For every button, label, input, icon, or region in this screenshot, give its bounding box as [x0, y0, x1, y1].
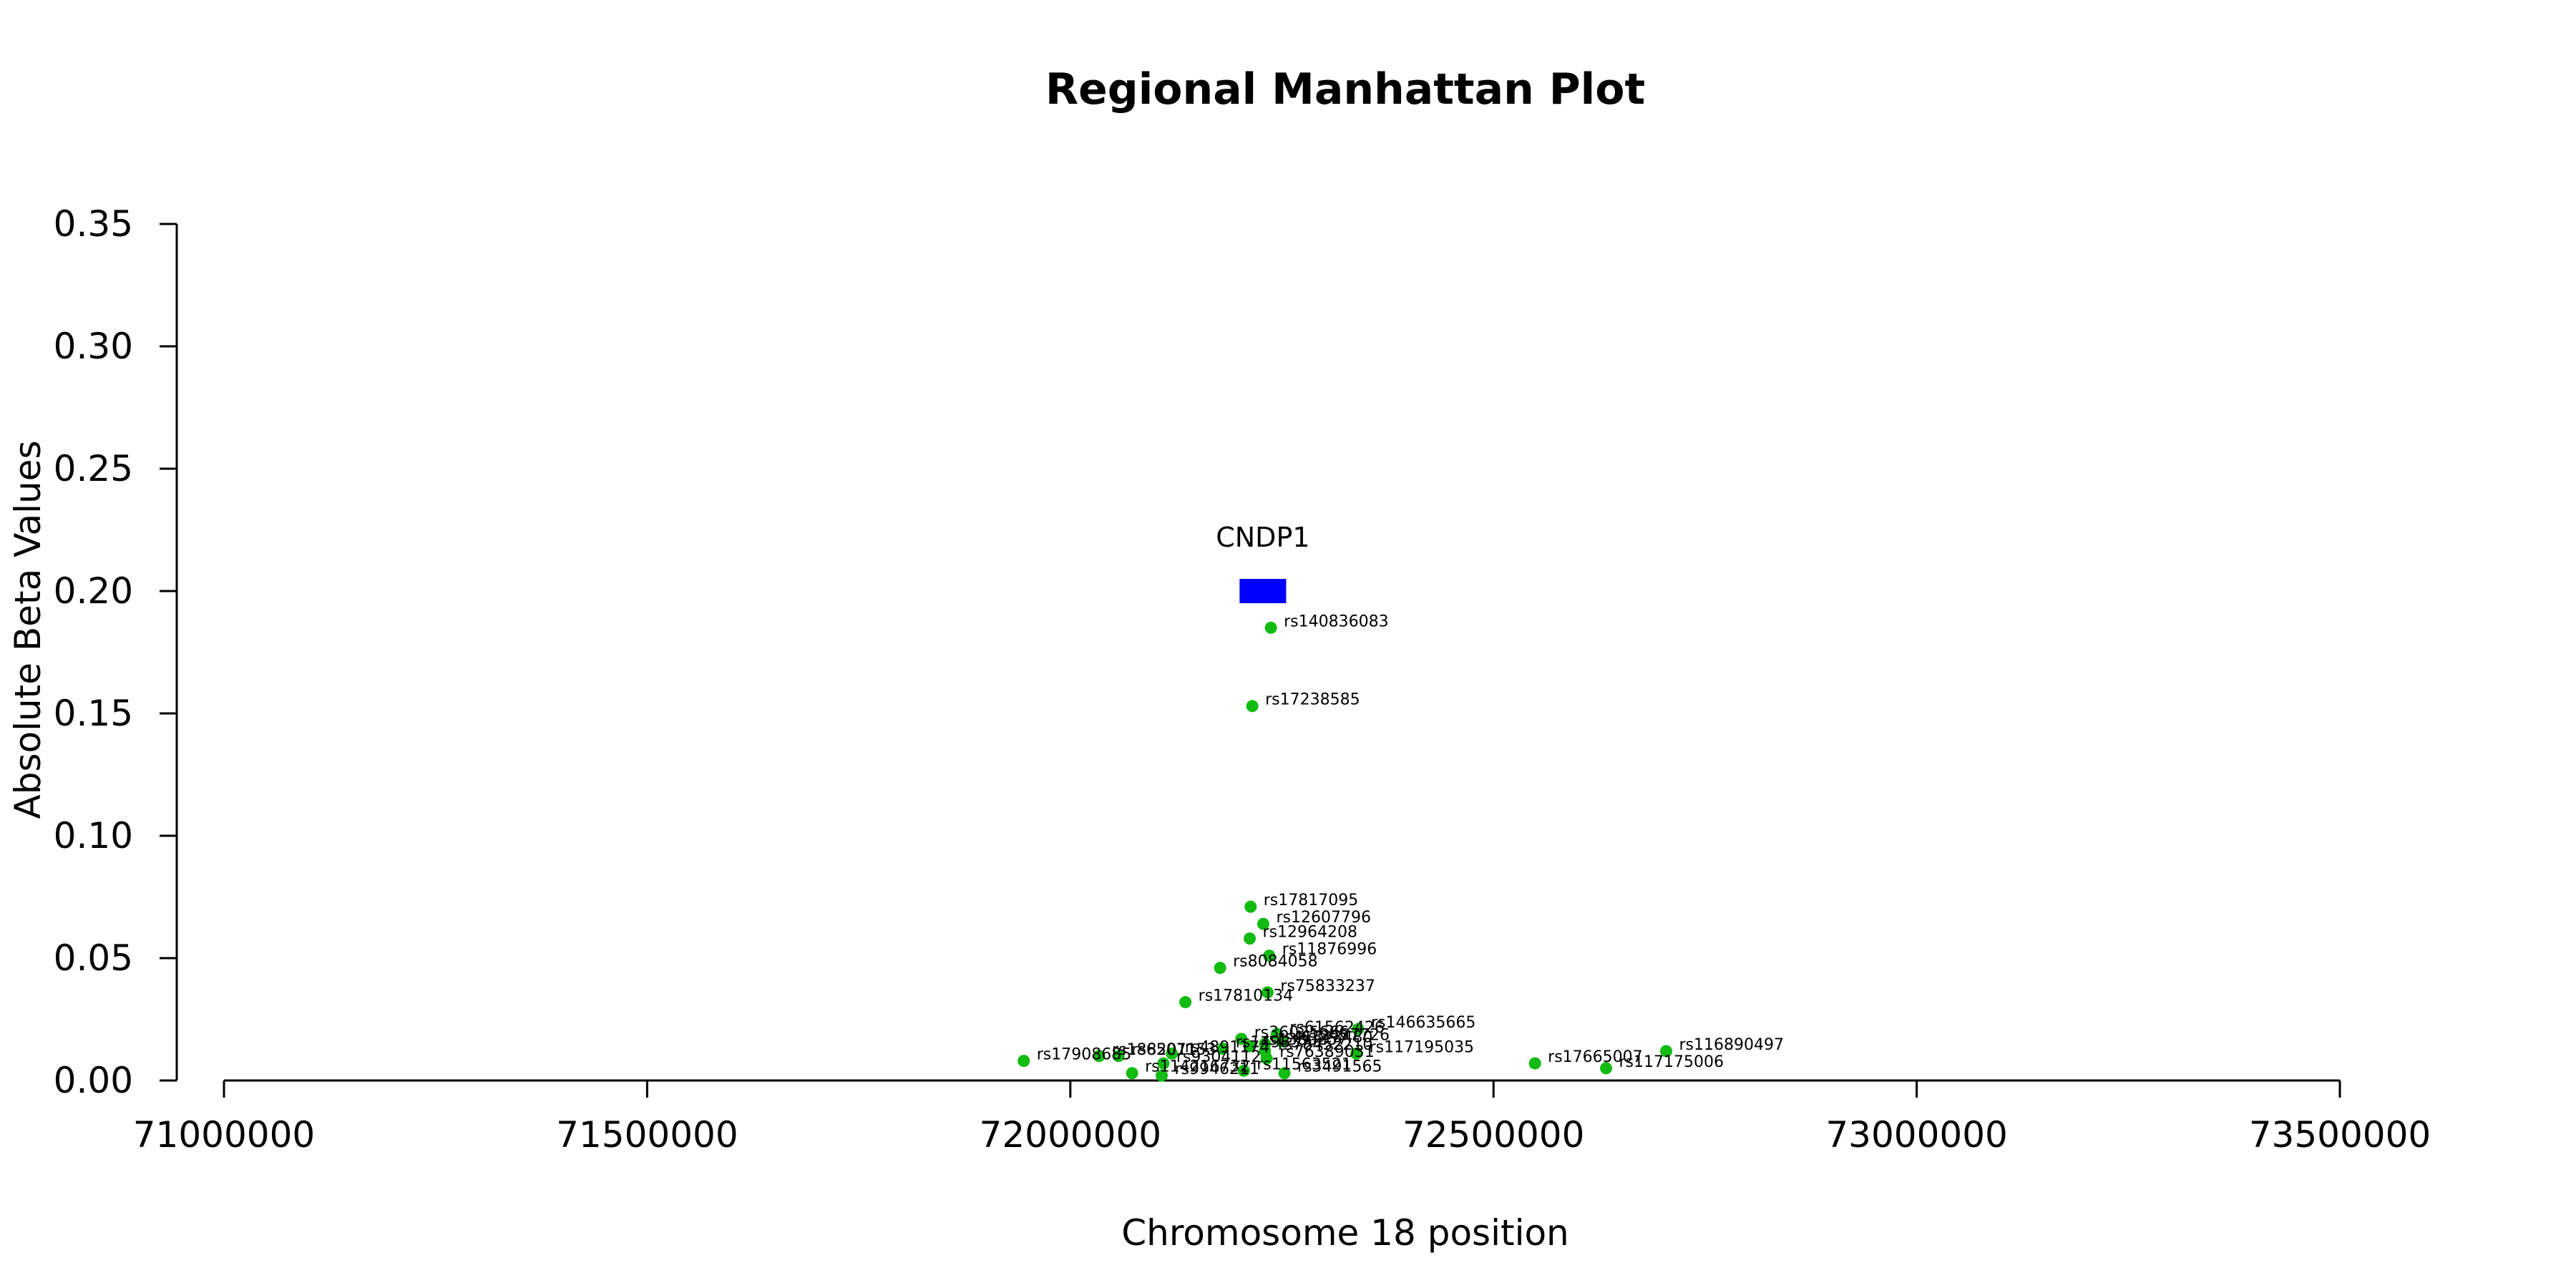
snp-point — [1263, 950, 1276, 962]
snp-point — [1216, 1043, 1229, 1055]
snp-label: rs114216732 — [1145, 1058, 1249, 1076]
snp-label: rs1882011 — [1112, 1041, 1197, 1059]
snp-point — [1093, 1050, 1106, 1063]
snp-point — [1528, 1057, 1541, 1070]
snp-point — [1179, 996, 1192, 1009]
gene-track: CNDP1 — [1216, 522, 1310, 603]
snp-point — [1352, 1023, 1365, 1035]
gene-label: CNDP1 — [1216, 522, 1309, 553]
snp-label: rs36025666 — [1254, 1024, 1349, 1042]
y-tick-label: 0.20 — [54, 570, 133, 612]
snp-point — [1214, 962, 1226, 975]
snp-label: rs76389031 — [1279, 1043, 1374, 1061]
snp-label: rs8084058 — [1233, 953, 1318, 971]
snp-point — [1112, 1050, 1125, 1063]
snp-label: rs3491565 — [1297, 1058, 1382, 1076]
snp-label: rs117195035 — [1370, 1038, 1474, 1056]
snp-label: rs75833237 — [1280, 977, 1375, 995]
x-tick-label: 71500000 — [556, 1114, 738, 1156]
snp-point — [1278, 1067, 1291, 1080]
y-tick-label: 0.00 — [54, 1060, 133, 1101]
snp-label: rs117175006 — [1619, 1053, 1724, 1071]
gene-block-cndp1 — [1239, 579, 1287, 603]
snp-point — [1257, 917, 1269, 930]
snp-label: rs11876996 — [1282, 941, 1377, 959]
snp-label: rs11563521 — [1257, 1055, 1351, 1073]
snp-point — [1244, 900, 1257, 913]
y-tick-label: 0.15 — [54, 693, 133, 734]
snp-point — [1244, 932, 1257, 945]
snp-points — [1018, 621, 1672, 1082]
snp-point — [1235, 1033, 1248, 1045]
snp-label: rs9304112 — [1176, 1048, 1262, 1066]
x-tick-label: 73500000 — [2249, 1114, 2431, 1156]
snp-label: rs17817095 — [1264, 892, 1358, 909]
snp-point — [1157, 1057, 1170, 1070]
snp-label: rs61562426 — [1289, 1019, 1384, 1037]
y-tick-label: 0.35 — [54, 203, 133, 245]
snp-point — [1018, 1055, 1030, 1068]
snp-label: rs12607796 — [1276, 909, 1370, 927]
snp-label: rs4891174 — [1185, 1038, 1270, 1056]
x-tick-label: 72500000 — [1402, 1114, 1585, 1156]
snp-point — [1166, 1047, 1179, 1060]
y-tick-label: 0.30 — [54, 326, 133, 367]
snp-label: rs17238585 — [1265, 691, 1360, 709]
snp-point — [1276, 1035, 1288, 1048]
snp-point — [1237, 1064, 1250, 1077]
snp-point — [1156, 1069, 1169, 1082]
snp-label: rs41313480 — [1278, 1029, 1372, 1047]
snp-point — [1659, 1045, 1672, 1058]
snp-label: rs9946211 — [1175, 1060, 1260, 1078]
snp-point — [1264, 621, 1277, 634]
snp-label: rs1380257 — [1263, 1031, 1348, 1049]
x-axis-label: Chromosome 18 position — [1121, 1212, 1569, 1254]
snp-point — [1600, 1062, 1613, 1075]
snp-labels: rs140836083 rs17238585 rs17817095rs1260779… — [1037, 613, 1784, 1078]
y-tick-label: 0.05 — [54, 937, 133, 979]
snp-label: rs17810134 — [1199, 987, 1293, 1005]
snp-point — [1261, 986, 1274, 999]
snp-label: rs17665007 — [1548, 1048, 1642, 1066]
x-tick-label: 72000000 — [980, 1114, 1162, 1156]
snp-label: rs78452210 — [1278, 1036, 1372, 1054]
snp-label: rs140836083 — [1284, 613, 1388, 630]
y-tick-label: 0.10 — [54, 815, 133, 857]
snp-point — [1260, 1052, 1273, 1065]
x-tick-label: 73000000 — [1825, 1114, 2008, 1156]
chart-title: Regional Manhattan Plot — [1045, 64, 1645, 114]
snp-label: rs116890497 — [1679, 1036, 1783, 1054]
y-tick-label: 0.25 — [54, 448, 133, 489]
x-tick-label: 71000000 — [133, 1114, 316, 1156]
snp-point — [1350, 1047, 1363, 1060]
snp-label: rs17908685 — [1037, 1046, 1131, 1064]
snp-label: rs146635665 — [1371, 1014, 1475, 1032]
x-ticks: 71000000 71500000 72000000 72500000 73000000… — [133, 1080, 2431, 1156]
snp-label: rs149837 — [1236, 1034, 1311, 1052]
snp-label: rs12964208 — [1263, 924, 1357, 942]
snp-label: rs12457726 — [1295, 1026, 1390, 1044]
y-ticks: 0.00 0.05 0.10 0.15 0.20 0.25 0.30 0.35 — [54, 203, 177, 1101]
snp-label: rs6507153 — [1131, 1041, 1216, 1059]
snp-point — [1126, 1067, 1138, 1080]
snp-point — [1246, 700, 1259, 713]
snp-point — [1244, 1040, 1257, 1053]
y-axis-label: Absolute Beta Values — [7, 441, 49, 819]
